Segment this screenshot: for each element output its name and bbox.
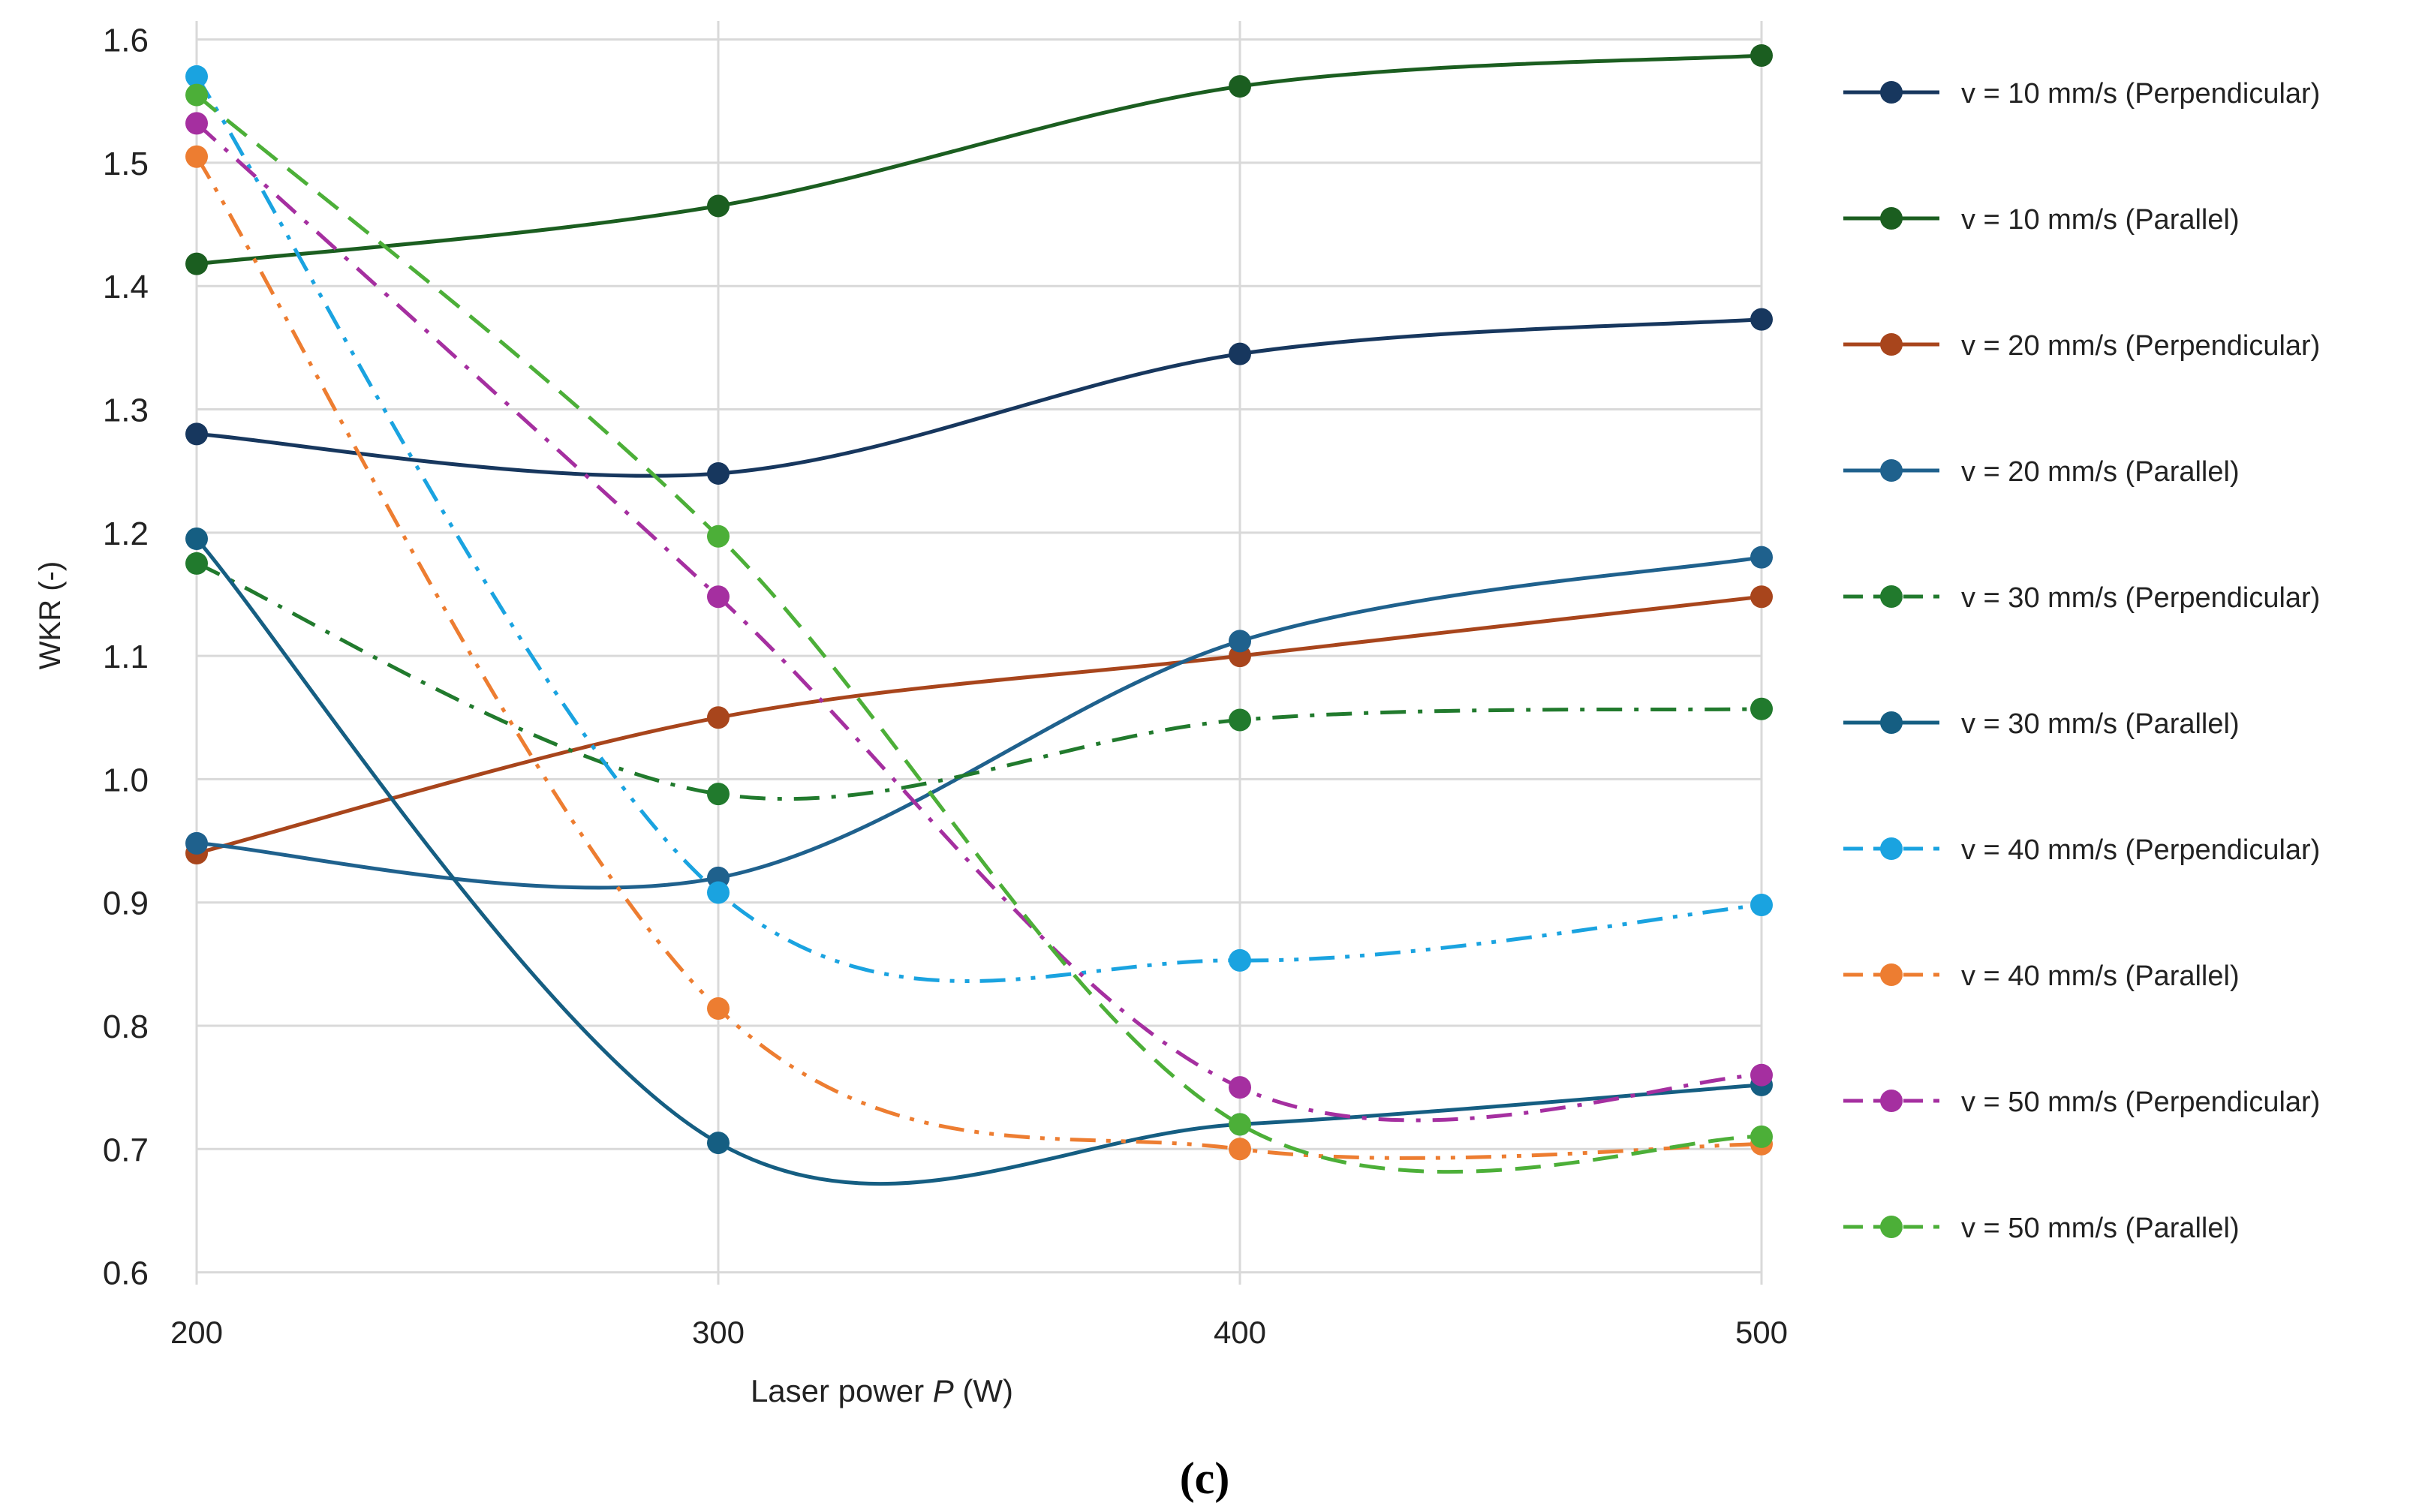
axis-ticks: 0.6 0.7 0.8 0.9 1.0 1.1 1.2 1.3 1.4 1.5 1.6 200 300 4…	[103, 23, 1788, 1350]
data-point	[707, 783, 730, 806]
x-tick-label: 500	[1735, 1315, 1788, 1350]
data-point	[185, 252, 208, 275]
series-markers	[185, 44, 1773, 1161]
grid	[195, 21, 1763, 1285]
data-point	[1750, 697, 1773, 720]
legend-label: v = 40 mm/s (Parallel)	[1961, 960, 2240, 992]
series-line	[196, 53, 1762, 266]
legend-label: v = 30 mm/s (Parallel)	[1961, 708, 2240, 740]
y-tick-label: 1.6	[103, 23, 149, 59]
data-point	[185, 831, 208, 855]
legend-label: v = 20 mm/s (Parallel)	[1961, 456, 2240, 488]
y-tick-label: 0.6	[103, 1255, 149, 1292]
x-tick-label: 400	[1214, 1315, 1266, 1350]
data-point	[1229, 1138, 1251, 1161]
x-tick-label: 200	[170, 1315, 223, 1350]
legend-label: v = 50 mm/s (Perpendicular)	[1961, 1087, 2320, 1118]
legend-marker	[1880, 963, 1903, 986]
legend-marker	[1880, 1216, 1903, 1238]
y-tick-label: 0.9	[103, 885, 149, 922]
data-point	[185, 112, 208, 135]
series-line	[196, 555, 1762, 890]
x-tick-label: 300	[692, 1315, 745, 1350]
legend-marker	[1880, 837, 1903, 860]
y-tick-label: 1.4	[103, 269, 149, 305]
data-point	[707, 194, 730, 218]
data-point	[707, 461, 730, 485]
y-tick-label: 0.8	[103, 1009, 149, 1045]
data-point	[185, 145, 208, 168]
series-line	[195, 561, 1762, 801]
y-tick-label: 1.1	[103, 639, 149, 675]
data-point	[1750, 308, 1773, 331]
data-point	[185, 83, 208, 107]
series-line	[194, 155, 1762, 1160]
legend: v = 10 mm/s (Perpendicular) v = 10 mm/s (…	[1843, 78, 2320, 1244]
data-point	[707, 585, 730, 609]
data-point	[1750, 893, 1773, 916]
legend-marker	[1880, 711, 1903, 734]
legend-marker	[1880, 81, 1903, 104]
legend-item: v = 20 mm/s (Parallel)	[1843, 456, 2240, 488]
legend-label: v = 10 mm/s (Perpendicular)	[1961, 78, 2320, 110]
data-point	[1229, 948, 1251, 972]
legend-item: v = 40 mm/s (Parallel)	[1843, 960, 2240, 992]
legend-item: v = 30 mm/s (Perpendicular)	[1843, 582, 2320, 614]
data-point	[1229, 708, 1251, 732]
series-line	[196, 594, 1762, 855]
data-point	[1750, 1063, 1773, 1087]
legend-marker	[1880, 333, 1903, 356]
series-line	[195, 93, 1762, 1174]
data-point	[707, 706, 730, 729]
legend-item: v = 50 mm/s (Perpendicular)	[1843, 1087, 2320, 1118]
data-point	[1229, 75, 1251, 98]
series-line	[195, 537, 1762, 1186]
data-point	[185, 65, 208, 88]
legend-label: v = 20 mm/s (Perpendicular)	[1961, 330, 2320, 362]
legend-item: v = 40 mm/s (Perpendicular)	[1843, 834, 2320, 866]
legend-label: v = 10 mm/s (Parallel)	[1961, 204, 2240, 236]
data-point	[707, 1132, 730, 1155]
series-line	[196, 317, 1762, 478]
data-point	[1229, 342, 1251, 365]
data-point	[1750, 44, 1773, 68]
legend-item: v = 50 mm/s (Parallel)	[1843, 1213, 2240, 1244]
legend-item: v = 30 mm/s (Parallel)	[1843, 708, 2240, 740]
legend-label: v = 50 mm/s (Parallel)	[1961, 1213, 2240, 1244]
legend-marker	[1880, 459, 1903, 482]
y-tick-label: 0.7	[103, 1132, 149, 1168]
data-point	[1750, 585, 1773, 609]
data-point	[185, 528, 208, 551]
data-point	[1229, 1076, 1251, 1099]
series-lines	[194, 53, 1762, 1186]
legend-item: v = 20 mm/s (Perpendicular)	[1843, 330, 2320, 362]
legend-label: v = 30 mm/s (Perpendicular)	[1961, 582, 2320, 614]
data-point	[1229, 630, 1251, 653]
legend-item: v = 10 mm/s (Perpendicular)	[1843, 78, 2320, 110]
legend-marker	[1880, 585, 1903, 608]
legend-label: v = 40 mm/s (Perpendicular)	[1961, 834, 2320, 866]
data-point	[1750, 546, 1773, 569]
series-line	[194, 75, 1762, 983]
panel-label: (c)	[1180, 1453, 1230, 1503]
data-point	[707, 881, 730, 904]
y-axis-label: WKR (-)	[34, 561, 67, 669]
series-line	[195, 122, 1762, 1123]
data-point	[185, 422, 208, 446]
y-tick-label: 1.0	[103, 762, 149, 798]
data-point	[707, 525, 730, 548]
data-point	[707, 996, 730, 1020]
y-tick-label: 1.3	[103, 392, 149, 429]
x-axis-label: Laser power P (W)	[751, 1373, 1013, 1408]
y-tick-label: 1.2	[103, 516, 149, 552]
legend-item: v = 10 mm/s (Parallel)	[1843, 204, 2240, 236]
data-point	[1750, 1125, 1773, 1148]
data-point	[1229, 1113, 1251, 1136]
data-point	[185, 552, 208, 575]
legend-marker	[1880, 1090, 1903, 1112]
legend-marker	[1880, 207, 1903, 230]
y-tick-label: 1.5	[103, 146, 149, 182]
